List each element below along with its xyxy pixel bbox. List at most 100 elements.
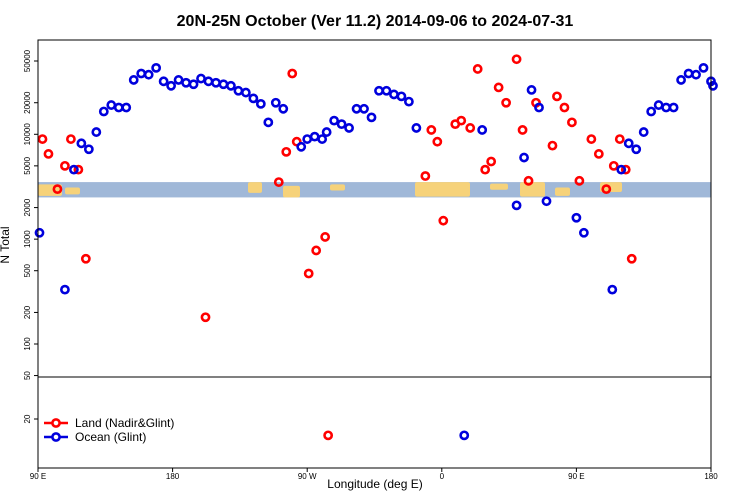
ocean-point [359, 103, 369, 114]
ocean-point [166, 80, 177, 91]
ocean-point [321, 127, 332, 137]
land-point [501, 97, 512, 108]
x-tick-label: 90 E [30, 472, 46, 481]
land-point [320, 232, 331, 242]
chart-title: 20N-25N October (Ver 11.2) 2014-09-06 to… [177, 13, 574, 30]
land-point [43, 149, 54, 159]
land-point [420, 171, 431, 181]
ocean-point [317, 134, 328, 144]
land-mass [65, 187, 80, 195]
y-tick-label: 200 [23, 305, 32, 319]
ocean-point [336, 119, 347, 130]
land-point [626, 253, 637, 264]
x-axis: 90 E 180 90 W 0 90 E 180 [30, 468, 718, 481]
ocean-point [403, 96, 414, 107]
ocean-point [60, 284, 70, 295]
ocean-point [211, 77, 221, 88]
land-mass [248, 182, 262, 193]
ocean-point [226, 80, 236, 91]
land-point [456, 115, 467, 126]
plot-frame [37, 39, 712, 469]
land-point [80, 253, 91, 264]
y-tick-label: 1000 [23, 230, 32, 248]
land-point [281, 146, 292, 157]
x-tick-label: 90 E [568, 472, 584, 481]
land-point [432, 136, 443, 147]
x-tick-label: 0 [440, 472, 445, 481]
ocean-point [668, 102, 679, 113]
legend: Land (Nadir&Glint)Ocean (Glint) [44, 416, 174, 444]
ocean-point [676, 75, 686, 85]
ocean-point [203, 76, 214, 87]
land-point [511, 54, 522, 65]
ocean-point [653, 100, 664, 110]
land-point [614, 134, 625, 144]
ocean-point [638, 127, 649, 137]
land-point [547, 140, 558, 151]
ocean-point [158, 76, 169, 87]
ocean-point [616, 164, 627, 175]
ocean-point [374, 85, 384, 96]
land-point [620, 164, 631, 175]
ocean-point [151, 62, 162, 73]
land-point [60, 160, 70, 171]
land-point [37, 134, 48, 144]
ocean-point [381, 85, 392, 96]
y-tick-label: 20000 [23, 91, 32, 114]
ocean-point [255, 98, 266, 109]
y-tick-label: 500 [23, 263, 32, 277]
ocean-point [188, 79, 199, 90]
x-tick-label: 180 [704, 472, 718, 481]
ocean-point [106, 100, 117, 110]
land-mass [330, 184, 345, 191]
ocean-point [83, 144, 94, 155]
land-point [480, 164, 491, 175]
ocean-point [661, 102, 672, 113]
land-point [287, 68, 298, 79]
ocean-point [296, 141, 307, 152]
ocean-point [631, 144, 642, 155]
land-mass [490, 183, 508, 190]
ocean-point [477, 125, 488, 135]
land-point [472, 64, 483, 74]
ocean-point [396, 91, 407, 102]
ocean-point [511, 200, 522, 211]
legend-marker [51, 418, 61, 428]
land-point [426, 125, 437, 135]
y-tick-label: 50000 [23, 49, 32, 72]
land-point [52, 184, 63, 195]
ocean-point [143, 69, 154, 80]
ocean-point [411, 123, 422, 133]
land-mass [415, 182, 470, 197]
ocean-point [173, 75, 184, 85]
ocean-point [646, 106, 657, 117]
world-map-band [38, 182, 711, 198]
ocean-point [309, 131, 320, 142]
ocean-point [302, 134, 313, 144]
land-point [574, 175, 585, 186]
land-point [323, 430, 334, 441]
land-point [493, 82, 504, 93]
ocean-point [278, 103, 289, 114]
ocean-point [351, 103, 362, 114]
ocean-point [113, 102, 124, 113]
land-mass [283, 185, 300, 198]
ocean-point [76, 138, 87, 149]
legend-label: Ocean (Glint) [75, 430, 146, 444]
plot-points [34, 54, 718, 441]
land-point [608, 160, 619, 171]
land-point [465, 123, 476, 133]
y-axis: 50 100 200 500 1000 2000 5000 10000 20000 50000 20 [23, 49, 38, 423]
ocean-point [683, 68, 694, 79]
land-point [303, 268, 314, 279]
land-mass [555, 187, 570, 196]
y-tick-label: 5000 [23, 156, 32, 174]
ocean-point [534, 102, 544, 113]
land-point [486, 156, 497, 167]
ocean-point [68, 164, 79, 175]
ocean-point [459, 430, 470, 441]
ocean-point [181, 77, 191, 88]
ocean-point [578, 227, 589, 238]
land-point [273, 177, 284, 187]
